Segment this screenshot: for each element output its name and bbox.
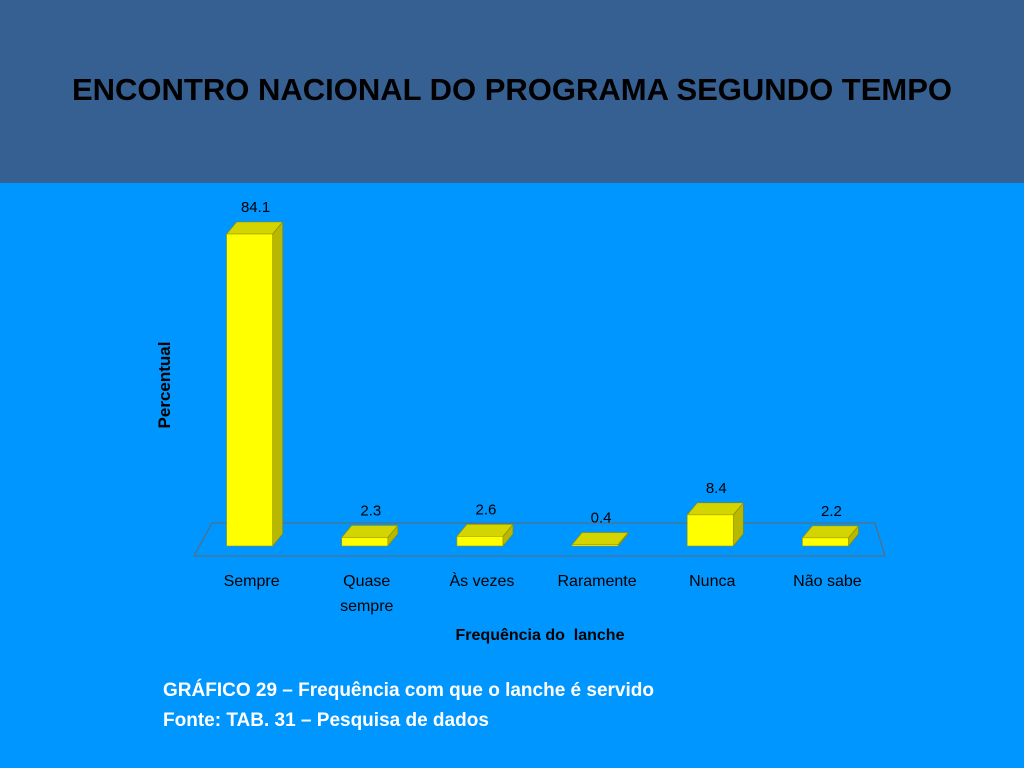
bar bbox=[802, 537, 849, 547]
data-label: 0.4 bbox=[591, 510, 612, 527]
page-title: ENCONTRO NACIONAL DO PROGRAMA SEGUNDO TE… bbox=[71, 72, 953, 107]
x-tick-label: Raramente bbox=[558, 573, 637, 590]
y-axis-label: Percentual bbox=[155, 342, 174, 429]
bar-side bbox=[272, 221, 283, 547]
data-label: 2.2 bbox=[821, 503, 842, 520]
x-tick-label: Sempre bbox=[224, 573, 280, 590]
bar-top bbox=[686, 502, 744, 516]
chart-floor bbox=[193, 522, 886, 557]
caption-source: Fonte: TAB. 31 – Pesquisa de dados bbox=[163, 710, 489, 731]
caption-title: GRÁFICO 29 – Frequência com que o lanche… bbox=[163, 680, 654, 701]
x-axis-label: Frequência do lanche bbox=[456, 627, 625, 644]
data-label: 84.1 bbox=[241, 199, 270, 216]
bar-top bbox=[456, 524, 514, 537]
bar bbox=[341, 537, 389, 547]
x-tick-label: Quase bbox=[343, 573, 390, 590]
bars-group: 84.1 Sempre 2.3 Quase sempre 2.6 Às vezes 0.4 Ra… bbox=[224, 199, 862, 615]
bar-top bbox=[341, 525, 399, 538]
data-label: 8.4 bbox=[706, 480, 727, 497]
bar bbox=[456, 536, 504, 547]
chart-caption: GRÁFICO 29 – Frequência com que o lanche… bbox=[163, 676, 654, 736]
bar-top bbox=[225, 221, 284, 235]
x-tick-label: Nunca bbox=[689, 573, 735, 590]
bar bbox=[571, 544, 619, 547]
bar bbox=[686, 514, 734, 547]
bar-top bbox=[801, 525, 860, 539]
header-band bbox=[0, 0, 1024, 183]
x-tick-label: sempre bbox=[340, 598, 393, 615]
bar-top bbox=[571, 532, 629, 545]
bar bbox=[226, 233, 273, 547]
data-label: 2.3 bbox=[360, 502, 381, 519]
data-label: 2.6 bbox=[475, 501, 496, 518]
x-tick-label: Não sabe bbox=[793, 573, 862, 590]
x-tick-label: Às vezes bbox=[449, 571, 514, 590]
